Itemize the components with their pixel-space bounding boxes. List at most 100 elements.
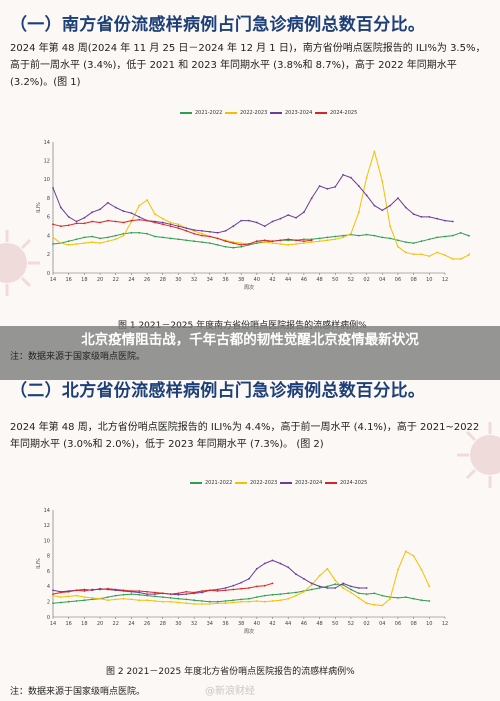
x-tick-label: 48 — [316, 621, 322, 627]
data-point — [99, 221, 101, 224]
data-point — [75, 222, 78, 225]
data-point — [193, 591, 196, 594]
data-point — [279, 593, 282, 595]
data-point — [169, 223, 172, 226]
data-point — [381, 236, 384, 239]
data-point — [52, 187, 54, 189]
data-point — [99, 237, 101, 240]
data-point — [146, 219, 148, 222]
x-tick-label: 10 — [426, 621, 432, 627]
data-point — [177, 593, 180, 596]
x-tick-label: 36 — [222, 621, 228, 627]
data-point — [185, 239, 188, 242]
data-point — [420, 599, 423, 602]
data-point — [154, 235, 156, 238]
legend-item-2023-2024: 2023-2024 — [280, 480, 322, 486]
data-point — [146, 199, 148, 201]
data-point — [169, 225, 172, 228]
data-point — [208, 600, 211, 603]
legend-label: 2024-2025 — [330, 110, 358, 116]
x-tick-label: 12 — [442, 277, 448, 283]
data-point — [75, 600, 78, 602]
legend-item-2021-2022: 2021-2022 — [190, 480, 232, 486]
data-point — [83, 599, 86, 602]
data-point — [114, 594, 117, 597]
data-point — [83, 222, 86, 225]
data-point — [357, 185, 360, 187]
data-point — [216, 602, 219, 605]
data-point — [240, 242, 243, 244]
data-point — [107, 219, 109, 222]
x-tick-label: 02 — [363, 277, 369, 283]
data-point — [389, 225, 391, 228]
data-point — [444, 219, 446, 222]
data-point — [185, 598, 188, 601]
data-point — [295, 239, 297, 242]
data-point — [67, 216, 70, 218]
data-point — [67, 595, 70, 598]
data-point — [318, 240, 321, 243]
data-point — [279, 562, 282, 565]
y-tick-label: 12 — [44, 159, 50, 165]
data-point — [114, 220, 117, 223]
y-tick-label: 12 — [44, 523, 50, 529]
data-point — [326, 236, 329, 239]
data-point — [216, 244, 219, 246]
data-point — [287, 597, 290, 600]
x-tick-label: 22 — [113, 621, 119, 627]
data-point — [240, 244, 243, 246]
data-point — [169, 237, 172, 240]
data-point — [279, 217, 282, 220]
data-point — [83, 236, 86, 239]
data-point — [161, 217, 164, 220]
data-point — [169, 221, 172, 224]
x-tick-label: 02 — [363, 621, 369, 627]
data-point — [271, 600, 274, 602]
data-point — [67, 224, 70, 227]
data-point — [436, 236, 439, 239]
data-point — [428, 585, 431, 588]
section1-note: 注：数据来源于国家级哨点医院。 — [10, 352, 146, 362]
data-point — [373, 204, 376, 207]
data-point — [263, 584, 266, 587]
y-tick-label: 4 — [47, 233, 50, 239]
data-point — [279, 239, 282, 242]
chart2-legend: 2021-2022 2022-2023 2023-2024 2024-2025 — [25, 478, 470, 490]
data-point — [122, 589, 125, 592]
data-point — [185, 602, 188, 605]
data-point — [154, 591, 156, 594]
x-tick-label: 36 — [222, 277, 228, 283]
data-point — [436, 251, 439, 254]
data-point — [303, 240, 305, 243]
data-point — [130, 593, 133, 595]
data-point — [248, 219, 250, 222]
legend-swatch — [225, 112, 237, 114]
data-point — [365, 233, 368, 236]
data-point — [310, 239, 313, 242]
data-point — [52, 602, 54, 605]
data-point — [138, 599, 141, 602]
data-point — [263, 562, 266, 565]
data-point — [342, 234, 344, 237]
data-point — [357, 211, 360, 214]
data-point — [287, 592, 290, 595]
data-point — [318, 185, 321, 187]
data-point — [91, 241, 94, 243]
data-point — [334, 583, 337, 585]
data-point — [193, 603, 196, 605]
data-point — [201, 603, 203, 605]
data-point — [310, 197, 313, 199]
data-point — [138, 216, 141, 218]
data-point — [122, 597, 125, 600]
data-point — [365, 194, 368, 197]
data-point — [107, 201, 109, 204]
data-point — [350, 585, 352, 588]
x-tick-label: 26 — [144, 621, 150, 627]
legend-label: 2024-2025 — [340, 480, 368, 486]
x-tick-label: 14 — [50, 621, 56, 627]
y-tick-label: 6 — [47, 569, 50, 575]
data-point — [404, 241, 407, 243]
data-point — [99, 597, 101, 600]
data-point — [381, 180, 384, 183]
data-point — [130, 219, 133, 222]
